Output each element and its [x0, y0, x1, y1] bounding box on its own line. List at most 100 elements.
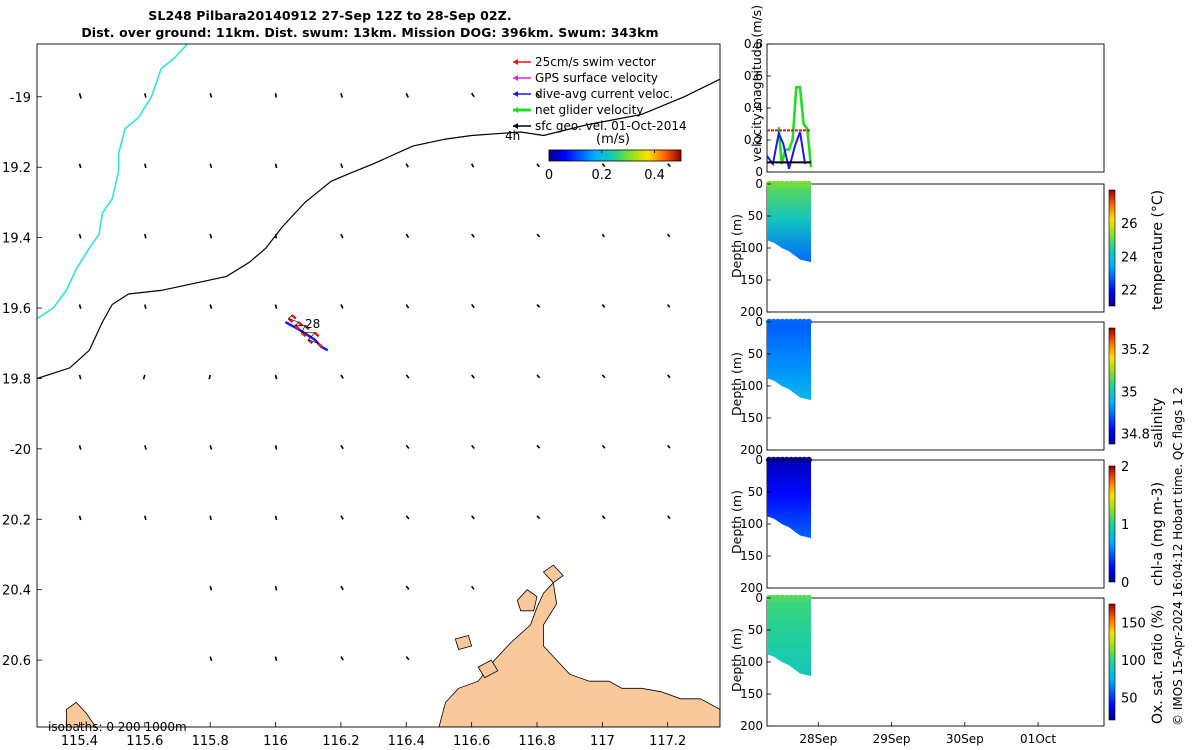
velocity-y-tick-label-0: 0: [755, 165, 763, 179]
surface-sample-2-2: [774, 456, 782, 464]
heatmap-y-tick-label-0-3: 150: [740, 273, 763, 287]
time-tick-label-0: 28Sep: [799, 732, 837, 746]
current-vector-10: [209, 163, 213, 169]
surface-sample-3-5: [787, 594, 795, 602]
legend-arrowhead-0: [513, 59, 518, 65]
map-y-tick-label-6: 20.2: [2, 513, 31, 528]
current-vector-15: [536, 163, 540, 168]
legend-label-4: sfc geo. vel. 01-Oct-2014: [535, 119, 687, 133]
map-axes-frame: [36, 43, 721, 728]
land-polygon-0: [438, 581, 720, 727]
legend-label-1: GPS surface velocity: [535, 71, 658, 85]
current-vector-54: [471, 444, 475, 450]
map-y-tick-label-3: 19.6: [2, 302, 31, 317]
surface-sample-2-7: [796, 456, 804, 464]
current-vector-58: [78, 515, 82, 521]
heatmap-cbar-tick-label-3-2: 150: [1121, 617, 1146, 632]
current-vector-71: [405, 585, 410, 590]
section-data-1: [767, 322, 811, 401]
heatmap-cbar-tick-label-2-1: 1: [1121, 518, 1129, 533]
surface-sample-3-2: [774, 594, 782, 602]
current-vector-44: [471, 374, 475, 379]
current-vector-69: [274, 585, 278, 591]
swim-vector-2: [297, 321, 304, 327]
legend-arrowhead-2: [513, 91, 518, 97]
surface-sample-1-8: [801, 318, 808, 326]
current-vector-30: [209, 304, 213, 309]
heatmap-axes-frame-3: [766, 597, 1105, 727]
surface-sample-0-9: [805, 180, 812, 188]
map-y-tick-label-5: -20: [10, 443, 31, 458]
current-vector-49: [144, 445, 147, 450]
current-vector-60: [209, 515, 212, 521]
current-vector-7: [536, 92, 540, 97]
chart-title-line1: SL248 Pilbara20140912 27-Sep 12Z to 28-S…: [148, 8, 512, 23]
current-vector-46: [601, 374, 606, 379]
swim-vector-0: [291, 314, 297, 320]
map-x-tick-label-1: 115.6: [126, 734, 163, 749]
current-vector-26: [601, 233, 605, 238]
heatmap-cbar-label-0: temperature (°C): [1150, 189, 1166, 310]
surface-sample-2-1: [770, 456, 777, 464]
current-vector-51: [274, 445, 278, 450]
surface-sample-0-5: [787, 180, 795, 188]
heatmap-y-tick-label-2-1: 50: [748, 485, 763, 499]
current-vector-35: [536, 303, 541, 308]
surface-sample-3-8: [801, 594, 808, 602]
land-polygon-3: [477, 659, 499, 679]
heatmap-colorbar-2: [1108, 465, 1116, 583]
map-y-tick-label-0: -19: [10, 91, 31, 106]
current-vector-39: [142, 374, 146, 380]
surface-sample-0-8: [801, 180, 808, 188]
swim-vector-5: [300, 331, 307, 338]
heatmap-cbar-tick-label-1-0: 34.8: [1121, 427, 1150, 442]
current-vector-11: [274, 163, 278, 169]
heatmap-cbar-tick-label-2-0: 0: [1121, 576, 1129, 591]
chart-title-line2: Dist. over ground: 11km. Dist. swum: 13k…: [81, 25, 659, 40]
land-polygon-1: [66, 701, 97, 727]
map-colorbar: (m/s) 0 0.2 0.4: [545, 132, 682, 183]
velocity-panel: 0 0.2 0.4 0.6 0.8: [744, 37, 1105, 179]
heatmap-panel-2: 0 50 100 150 200 0 1 2: [740, 453, 1129, 595]
current-vector-13: [405, 163, 409, 168]
heatmap-y-tick-label-3-4: 200: [740, 719, 763, 733]
surface-sample-1-6: [792, 318, 799, 326]
current-vector-64: [471, 515, 475, 520]
surface-sample-0-7: [796, 180, 804, 188]
heatmap-ylabel-1: Depth (m): [729, 352, 744, 416]
velocity-ylabel: velocity magnitude (m/s): [749, 4, 764, 162]
velocity-y-tick-label-2: 0.4: [744, 101, 763, 115]
map-x-tick-label-7: 116.8: [518, 734, 555, 749]
surface-sample-1-7: [796, 318, 804, 326]
current-vector-76: [405, 656, 410, 661]
colorbar-tick-label-0: 0: [545, 168, 553, 183]
surface-sample-1-9: [805, 318, 812, 326]
current-vector-2: [209, 93, 213, 98]
heatmap-axes-frame-1: [766, 321, 1105, 451]
surface-sample-2-9: [805, 456, 812, 464]
heatmap-y-tick-label-1-3: 150: [740, 411, 763, 425]
current-vector-67: [667, 515, 671, 520]
heatmap-cbar-tick-label-1-1: 35: [1121, 385, 1138, 400]
swim-vector-8: [317, 342, 323, 348]
heatmap-colorbar-0: [1108, 189, 1116, 307]
colorbar-label: (m/s): [596, 132, 630, 147]
current-vector-63: [405, 515, 410, 520]
swim-vector-6: [313, 331, 320, 338]
section-data-2: [767, 460, 811, 539]
current-vector-24: [471, 233, 475, 238]
current-vector-9: [144, 163, 147, 169]
heatmap-y-tick-label-0-0: 0: [755, 177, 763, 191]
current-vector-27: [667, 233, 671, 238]
surface-sample-0-4: [783, 180, 790, 188]
current-vector-18: [78, 233, 82, 239]
current-vector-74: [274, 656, 278, 661]
colorbar-gradient: [548, 149, 682, 162]
heatmap-y-tick-label-1-2: 100: [740, 379, 763, 393]
current-vector-43: [405, 374, 410, 379]
current-vector-52: [340, 444, 344, 450]
swim-vector-3: [294, 324, 300, 331]
velocity-y-tick-label-3: 0.6: [744, 69, 763, 83]
current-vector-55: [536, 444, 541, 449]
heatmap-colorbar-3: [1108, 603, 1116, 721]
